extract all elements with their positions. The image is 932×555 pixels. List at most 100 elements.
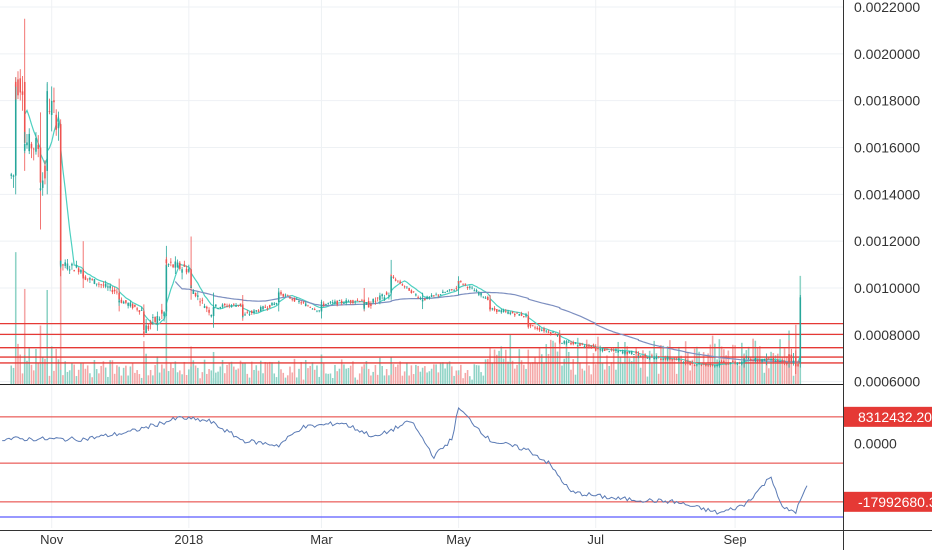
candle-body	[516, 312, 518, 314]
candle-body	[190, 269, 192, 288]
candle-body	[401, 284, 404, 286]
volume-bar	[334, 364, 336, 384]
volume-bar	[327, 373, 329, 384]
volume-bar	[271, 362, 273, 384]
volume-bar	[140, 377, 143, 384]
candle-body	[277, 292, 280, 295]
volume-bar	[311, 362, 314, 384]
candle-body	[73, 270, 75, 272]
volume-bar	[563, 358, 566, 384]
volume-bar	[192, 360, 195, 384]
candle-body	[352, 300, 354, 304]
volume-bar	[460, 364, 462, 384]
volume-bar	[783, 348, 786, 384]
volume-bar	[104, 367, 107, 384]
candle-body	[358, 301, 361, 302]
volume-bar	[163, 368, 165, 384]
volume-bar	[336, 371, 338, 384]
volume-bar	[518, 349, 521, 384]
volume-bar	[388, 375, 390, 384]
volume-bar	[219, 366, 222, 384]
candle-body	[635, 351, 637, 354]
volume-bar	[174, 361, 177, 384]
volume-bar	[302, 379, 305, 384]
volume-bar	[538, 347, 541, 384]
candle-body	[284, 294, 287, 296]
volume-bar	[46, 289, 48, 384]
candle-body	[570, 342, 572, 345]
volume-bar	[383, 375, 386, 384]
volume-bar	[421, 376, 424, 384]
candle-body	[295, 298, 298, 300]
volume-bar	[520, 360, 523, 384]
candle-body	[408, 288, 410, 291]
volume-bar	[237, 368, 240, 384]
candle-body	[327, 302, 329, 304]
volume-bar	[212, 378, 215, 384]
volume-bar	[14, 252, 17, 384]
candle-body	[682, 362, 685, 363]
volume-bar	[210, 370, 213, 384]
volume-bar	[244, 363, 246, 384]
volume-bar	[307, 368, 309, 384]
volume-bar	[338, 368, 341, 384]
candle-body	[156, 316, 159, 324]
volume-bar	[444, 368, 446, 384]
candle-body	[765, 357, 768, 360]
volume-bar	[437, 372, 440, 384]
candle-body	[572, 342, 575, 345]
candle-body	[394, 279, 397, 281]
candle-body	[210, 314, 213, 317]
candle-body	[612, 350, 615, 352]
candle-body	[774, 361, 777, 362]
volume-bar	[46, 362, 48, 384]
volume-bar	[394, 366, 397, 384]
candle-body	[82, 274, 84, 279]
candle-body	[527, 323, 530, 327]
volume-bar	[612, 352, 615, 384]
candle-body	[729, 363, 732, 365]
volume-bar	[343, 364, 345, 384]
candle-body	[786, 363, 788, 365]
candle-body	[581, 343, 584, 345]
candle-body	[473, 290, 476, 292]
volume-bar	[212, 351, 215, 384]
candle-body	[446, 291, 449, 292]
volume-bar	[381, 365, 383, 384]
candle-body	[104, 283, 107, 287]
candle-body	[338, 300, 341, 302]
candle-body	[770, 359, 772, 361]
volume-bar	[199, 378, 201, 384]
volume-bar	[682, 362, 685, 384]
candle-body	[23, 144, 26, 151]
candle-body	[527, 316, 530, 326]
volume-bar	[253, 369, 255, 384]
volume-bar	[257, 370, 260, 384]
volume-bar	[588, 365, 590, 384]
volume-bar	[516, 364, 518, 384]
candle-body	[201, 299, 204, 301]
candle-body	[538, 327, 541, 331]
candle-body	[725, 363, 727, 365]
candle-body	[547, 331, 550, 333]
volume-bar	[419, 371, 422, 384]
candle-body	[790, 355, 793, 362]
volume-bar	[376, 374, 379, 384]
volume-bar	[136, 370, 138, 384]
candle-body	[183, 264, 186, 267]
volume-bar	[53, 370, 55, 384]
volume-bar	[224, 373, 226, 384]
volume-bars	[10, 186, 802, 384]
volume-bar	[298, 368, 300, 384]
candle-body	[417, 297, 419, 298]
candle-body	[469, 286, 471, 288]
candle-body	[21, 91, 24, 95]
volume-bar	[17, 343, 19, 384]
candle-body	[583, 346, 586, 347]
volume-bar	[190, 366, 192, 384]
volume-bar	[725, 355, 727, 384]
candle-body	[574, 342, 577, 344]
candle-body	[82, 269, 84, 277]
candle-body	[678, 358, 680, 361]
candle-body	[161, 309, 163, 314]
